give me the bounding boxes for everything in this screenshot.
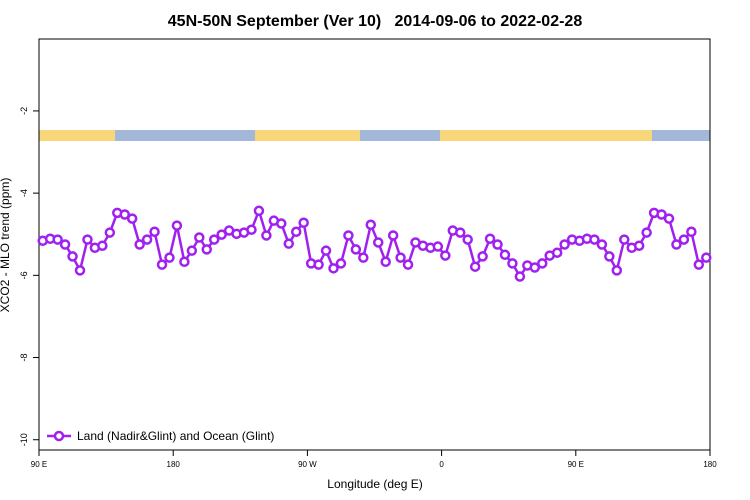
y-tick-label: -4 [19,189,29,197]
land-ocean-strip [39,130,710,141]
data-point [671,239,682,250]
data-point [693,259,705,270]
data-point [440,250,451,261]
x-tick-label: 90 W [298,460,317,469]
data-point [611,265,623,276]
data-point [320,245,332,256]
data-point [514,271,526,282]
x-tick-label: 180 [703,460,717,469]
data-point [641,227,652,238]
data-point [119,209,130,220]
data-point [551,247,563,258]
data-point [663,213,675,224]
data-point [395,252,406,263]
data-point [134,239,145,250]
data-point [171,220,183,231]
data-point [477,251,488,262]
data-point [261,230,272,241]
data-point [313,259,324,270]
data-point [82,234,93,245]
data-point [179,256,190,268]
x-tick-label: 0 [439,460,444,469]
data-point [589,234,600,245]
data-point [686,226,697,238]
x-tick-label: 180 [167,460,181,469]
y-tick-label: -6 [19,271,29,279]
data-point [141,234,153,245]
x-axis-label: Longitude (deg E) [327,477,422,491]
data-point [208,234,220,245]
data-point [507,258,518,269]
data-point [194,232,205,243]
data-point [678,234,690,245]
data-point [156,259,168,270]
data-point [343,230,354,241]
data-point [537,258,548,269]
data-point [499,249,511,261]
data-point [380,256,391,268]
data-point [350,244,362,255]
data-point [633,240,645,251]
data-point [149,226,160,238]
legend-marker [53,430,65,442]
y-axis-label: XCO2 - MLO trend (ppm) [0,178,12,313]
data-point [559,239,570,250]
data-point [469,261,481,272]
y-tick-label: -2 [19,107,29,115]
data-point [432,241,444,252]
data-point [201,244,212,255]
data-point [246,224,257,235]
data-point [365,219,377,231]
data-point [402,259,414,270]
land [39,130,115,141]
data-point [604,251,615,262]
data-point [328,263,339,274]
y-tick-label: -10 [19,433,29,446]
data-point [358,252,369,263]
data-point [52,234,63,245]
data-point [283,238,295,249]
data-point [619,234,630,245]
land [255,130,360,141]
data-point [104,227,116,238]
data-point [276,218,287,229]
data-point [701,252,712,263]
plot-frame [38,38,711,451]
data-point [164,252,175,263]
data-point [290,226,302,238]
data-point [656,209,667,220]
data-point [454,227,466,238]
x-tick-label: 90 E [568,460,584,469]
legend-label: Land (Nadir&Glint) and Ocean (Glint) [77,429,274,443]
data-point [484,233,496,244]
y-tick-label: -8 [19,354,29,362]
land [440,130,652,141]
data-point [67,251,78,262]
data-point [97,240,108,251]
chart-title: 45N-50N September (Ver 10) 2014-09-06 to… [168,13,583,30]
data-point [596,239,608,250]
data-point [492,239,503,250]
data-point [387,230,399,241]
data-point [298,217,309,228]
ocean [39,130,710,141]
x-tick-label: 90 E [31,460,47,469]
data-point [372,237,384,248]
data-point [186,245,198,256]
data-point [462,234,473,245]
data-point [253,205,265,217]
data-point [529,262,541,273]
data-point [74,265,86,276]
data-point [335,258,347,269]
data-point [216,229,227,240]
data-point [126,213,138,224]
data-point [59,239,71,250]
